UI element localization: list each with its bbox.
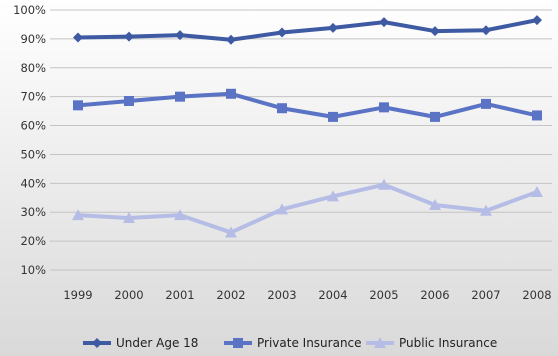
- x-tick-label: 2003: [267, 288, 296, 302]
- y-tick-label: 70%: [20, 90, 46, 104]
- legend-swatch-marker: [233, 338, 243, 348]
- x-tick-label: 2005: [369, 288, 398, 302]
- y-tick-label: 100%: [13, 3, 46, 17]
- y-tick-label: 40%: [20, 176, 46, 190]
- data-point: [379, 17, 389, 28]
- x-tick-label: 2000: [114, 288, 143, 302]
- data-point: [72, 209, 84, 221]
- data-point: [226, 34, 236, 45]
- y-axis-tick-labels: 10% 20% 30% 40% 50% 60% 70% 80% 90% 100%: [13, 3, 46, 277]
- legend-label: Public Insurance: [399, 336, 497, 350]
- data-point: [276, 203, 288, 215]
- x-tick-label: 2004: [318, 288, 347, 302]
- data-point: [327, 190, 339, 202]
- x-tick-label: 1999: [63, 288, 92, 302]
- series-private-insurance: [73, 88, 542, 122]
- data-point: [226, 88, 236, 99]
- legend: Under Age 18 Private Insurance Public Insu…: [83, 336, 497, 350]
- data-point: [480, 204, 492, 216]
- data-point: [379, 102, 389, 113]
- legend-swatch-marker: [374, 337, 386, 348]
- y-tick-label: 90%: [20, 32, 46, 46]
- data-series: [72, 15, 543, 238]
- data-point: [175, 30, 185, 41]
- legend-label: Private Insurance: [257, 336, 362, 350]
- data-point: [531, 186, 543, 197]
- y-tick-label: 50%: [20, 147, 46, 161]
- data-point: [430, 26, 440, 37]
- data-point: [225, 226, 237, 238]
- data-point: [277, 103, 287, 114]
- data-point: [175, 91, 185, 102]
- data-point: [328, 111, 338, 122]
- series-under-age-18: [73, 15, 542, 45]
- legend-item-private-insurance: Private Insurance: [224, 336, 362, 350]
- legend-item-under-age-18: Under Age 18: [83, 336, 198, 350]
- x-tick-label: 2001: [165, 288, 194, 302]
- y-tick-label: 20%: [20, 234, 46, 248]
- data-point: [124, 31, 134, 42]
- data-point: [123, 212, 135, 223]
- legend-label: Under Age 18: [116, 336, 198, 350]
- series-public-insurance: [72, 178, 543, 238]
- x-tick-label: 2007: [471, 288, 500, 302]
- x-tick-label: 2002: [216, 288, 245, 302]
- x-axis-tick-labels: 1999 2000 2001 2002 2003 2004 2005 2006 2007 2008: [63, 288, 551, 302]
- data-point: [328, 22, 338, 33]
- y-tick-label: 30%: [20, 205, 46, 219]
- data-point: [532, 110, 542, 121]
- data-point: [124, 96, 134, 106]
- legend-swatch-marker: [92, 338, 102, 348]
- x-tick-label: 2006: [420, 288, 449, 302]
- data-point: [73, 100, 83, 111]
- series-line-private-insurance: [76, 91, 539, 119]
- data-point: [429, 199, 441, 210]
- legend-item-public-insurance: Public Insurance: [366, 336, 497, 350]
- data-point: [430, 111, 440, 122]
- data-point: [378, 178, 390, 190]
- series-line-public-insurance: [76, 182, 539, 235]
- y-tick-label: 80%: [20, 61, 46, 75]
- data-point: [73, 32, 83, 43]
- x-tick-label: 2008: [522, 288, 551, 302]
- data-point: [174, 209, 186, 221]
- series-line-under-age-18: [76, 18, 539, 42]
- y-tick-label: 60%: [20, 119, 46, 133]
- data-point: [481, 98, 491, 109]
- data-point: [481, 25, 491, 36]
- data-point: [277, 27, 287, 38]
- y-tick-label: 10%: [20, 263, 46, 277]
- data-point: [532, 15, 542, 26]
